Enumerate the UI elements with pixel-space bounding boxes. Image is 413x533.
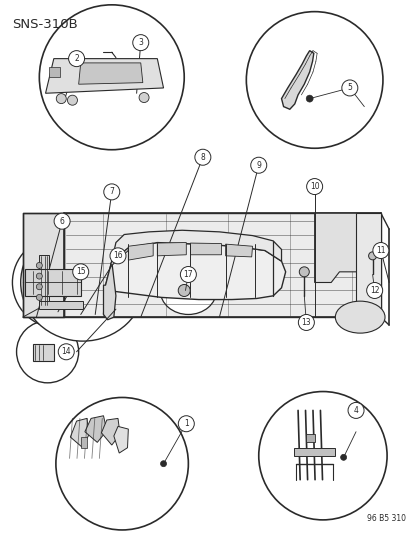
Circle shape <box>180 266 196 282</box>
Polygon shape <box>45 59 163 93</box>
Text: 96 B5 310: 96 B5 310 <box>366 514 405 523</box>
Polygon shape <box>23 213 64 317</box>
Polygon shape <box>112 230 281 261</box>
Circle shape <box>178 285 190 296</box>
Polygon shape <box>70 418 89 448</box>
Circle shape <box>299 267 309 277</box>
Circle shape <box>340 454 346 461</box>
Text: 14: 14 <box>61 348 71 356</box>
Text: 12: 12 <box>369 286 378 295</box>
Circle shape <box>298 314 313 330</box>
Circle shape <box>36 273 42 279</box>
Circle shape <box>67 95 77 105</box>
Text: 10: 10 <box>309 182 319 191</box>
Polygon shape <box>101 418 120 445</box>
Text: 2: 2 <box>74 54 79 63</box>
Polygon shape <box>49 67 60 77</box>
Circle shape <box>178 416 194 432</box>
Text: 1: 1 <box>183 419 188 428</box>
Ellipse shape <box>21 224 145 341</box>
Circle shape <box>368 252 376 260</box>
Circle shape <box>36 262 42 269</box>
Polygon shape <box>190 243 221 255</box>
Circle shape <box>39 5 184 150</box>
Polygon shape <box>103 243 285 314</box>
Circle shape <box>12 237 103 328</box>
Text: 5: 5 <box>347 84 351 92</box>
Polygon shape <box>355 213 380 317</box>
Text: 16: 16 <box>113 252 123 260</box>
Polygon shape <box>314 213 380 282</box>
Text: 4: 4 <box>353 406 358 415</box>
Polygon shape <box>25 269 81 296</box>
Polygon shape <box>81 437 87 448</box>
Polygon shape <box>39 255 49 306</box>
Ellipse shape <box>160 266 216 314</box>
Polygon shape <box>64 213 380 317</box>
Polygon shape <box>23 213 380 317</box>
Text: 9: 9 <box>256 161 261 169</box>
Circle shape <box>372 243 388 259</box>
Circle shape <box>366 282 382 298</box>
Circle shape <box>56 398 188 530</box>
Polygon shape <box>293 448 335 456</box>
Polygon shape <box>111 248 128 265</box>
Circle shape <box>36 294 42 301</box>
Circle shape <box>258 392 386 520</box>
Polygon shape <box>306 434 314 442</box>
Polygon shape <box>128 243 153 260</box>
Text: 6: 6 <box>59 217 64 225</box>
Polygon shape <box>39 301 83 309</box>
Polygon shape <box>281 51 313 109</box>
Polygon shape <box>78 63 142 84</box>
Circle shape <box>58 344 74 360</box>
Circle shape <box>54 213 70 229</box>
Circle shape <box>73 264 88 280</box>
Circle shape <box>104 184 119 200</box>
Text: 7: 7 <box>109 188 114 196</box>
Text: SNS-310B: SNS-310B <box>12 18 78 31</box>
Polygon shape <box>114 426 128 453</box>
Polygon shape <box>157 243 186 256</box>
Polygon shape <box>225 244 252 257</box>
Circle shape <box>195 149 210 165</box>
Text: 13: 13 <box>301 318 311 327</box>
Polygon shape <box>33 344 54 361</box>
Text: 17: 17 <box>183 270 193 279</box>
Circle shape <box>306 179 322 195</box>
Circle shape <box>17 321 78 383</box>
Text: 15: 15 <box>76 268 85 276</box>
Circle shape <box>347 402 363 418</box>
Ellipse shape <box>335 301 384 333</box>
Circle shape <box>133 35 148 51</box>
Text: 3: 3 <box>138 38 143 47</box>
Circle shape <box>306 95 312 102</box>
Circle shape <box>160 461 166 467</box>
Circle shape <box>139 93 149 102</box>
Text: 8: 8 <box>200 153 205 161</box>
Circle shape <box>110 248 126 264</box>
Circle shape <box>246 12 382 148</box>
Circle shape <box>36 284 42 290</box>
Polygon shape <box>85 416 107 442</box>
Circle shape <box>69 51 84 67</box>
Text: 11: 11 <box>375 246 385 255</box>
Circle shape <box>341 80 357 96</box>
Circle shape <box>250 157 266 173</box>
Polygon shape <box>103 261 116 320</box>
Circle shape <box>56 94 66 103</box>
